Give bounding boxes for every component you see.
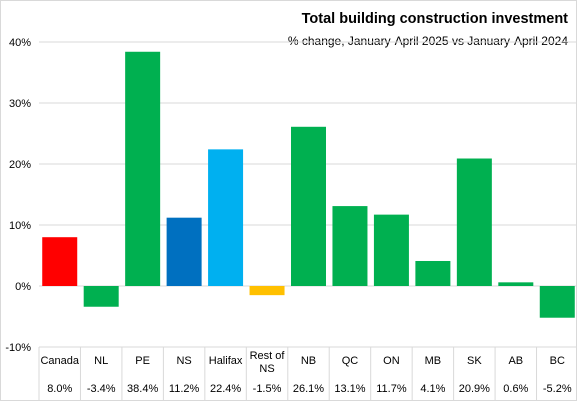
category-label: PE (135, 355, 150, 367)
category-label: QC (342, 355, 359, 367)
y-tick-label: 40% (9, 37, 31, 49)
value-label: 8.0% (47, 383, 72, 395)
y-tick-label: -10% (5, 342, 31, 354)
category-label: Canada (40, 355, 79, 367)
value-label: 13.1% (334, 383, 365, 395)
y-tick-label: 10% (9, 220, 31, 232)
value-label: 11.7% (376, 383, 407, 395)
bar-halifax (208, 149, 244, 286)
value-label: 22.4% (210, 383, 241, 395)
chart-title: Total building construction investment (301, 11, 568, 27)
bar-nl (83, 286, 119, 307)
value-label: 26.1% (293, 383, 324, 395)
bar-bc (539, 286, 575, 318)
y-tick-label: 0% (15, 281, 31, 293)
value-label: 0.6% (503, 383, 528, 395)
bar-canada (42, 237, 78, 286)
bar-on (373, 214, 409, 286)
category-label: AB (508, 355, 523, 367)
bar-ab (498, 282, 534, 286)
value-label: 4.1% (420, 383, 445, 395)
category-label: NL (94, 355, 108, 367)
value-label: -1.5% (253, 383, 282, 395)
y-tick-label: 30% (9, 98, 31, 110)
bar-sk (456, 158, 492, 286)
bar-pe (125, 51, 161, 287)
category-label: SK (467, 355, 482, 367)
bar-rest-of-ns (249, 286, 285, 296)
value-label: 38.4% (127, 383, 158, 395)
value-label: -5.2% (543, 383, 572, 395)
category-label: Rest of (250, 350, 286, 362)
bar-mb (415, 260, 451, 286)
category-label: BC (550, 355, 565, 367)
category-label: NS (176, 355, 191, 367)
value-label: 11.2% (169, 383, 200, 395)
chart-subtitle: % change, January-April 2025 vs January-… (287, 34, 568, 48)
value-label: -3.4% (87, 383, 116, 395)
category-label: NB (301, 355, 316, 367)
category-label: NS (259, 363, 274, 375)
category-label: MB (425, 355, 442, 367)
bar-qc (332, 206, 368, 286)
bar-ns (166, 217, 202, 286)
category-label: Halifax (209, 355, 243, 367)
y-tick-label: 20% (9, 159, 31, 171)
category-label: ON (383, 355, 400, 367)
value-label: 20.9% (459, 383, 490, 395)
bar-nb (291, 126, 326, 286)
